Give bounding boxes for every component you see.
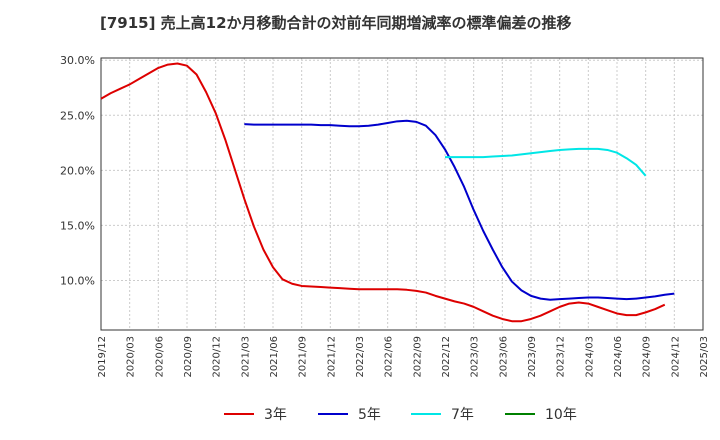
y-axis-ticks: 10.0% 15.0% 20.0% 25.0% 30.0% <box>60 54 95 287</box>
y-tick-label: 25.0% <box>60 109 95 122</box>
x-tick-label: 2020/09 <box>183 336 194 378</box>
legend-label-1: 3年 <box>264 407 287 423</box>
chart-title: [7915] 売上高12か月移動合計の対前年同期増減率の標準偏差の推移 <box>100 14 572 32</box>
x-tick-label: 2022/09 <box>412 336 423 378</box>
series-line-1 <box>100 62 666 323</box>
x-tick-label: 2021/12 <box>326 336 337 378</box>
legend-label-3: 7年 <box>451 407 474 423</box>
x-tick-label: 2021/06 <box>269 336 280 378</box>
y-tick-label: 20.0% <box>60 164 95 177</box>
y-tick-label: 30.0% <box>60 54 95 67</box>
x-tick-label: 2020/06 <box>154 336 165 378</box>
x-tick-label: 2022/12 <box>441 336 452 378</box>
x-tick-label: 2020/12 <box>212 336 223 378</box>
x-tick-label: 2024/12 <box>670 336 681 378</box>
legend-label-4: 10年 <box>545 407 577 423</box>
plot-frame <box>100 57 704 331</box>
x-tick-label: 2023/09 <box>527 336 538 378</box>
x-tick-label: 2024/09 <box>642 336 653 378</box>
series-line-3 <box>445 147 647 177</box>
x-tick-label: 2025/03 <box>699 336 710 378</box>
x-tick-label: 2021/03 <box>240 336 251 378</box>
x-tick-label: 2023/12 <box>556 336 567 378</box>
x-axis-ticks: 2019/12 2020/03 2020/06 2020/09 2020/12 2021/… <box>97 336 710 378</box>
x-tick-label: 2022/03 <box>355 336 366 378</box>
legend: 3年 5年 7年 10年 <box>224 407 577 423</box>
y-tick-label: 10.0% <box>60 274 95 287</box>
series-lines <box>100 62 675 323</box>
x-tick-label: 2021/09 <box>298 336 309 378</box>
grid-lines <box>101 58 703 330</box>
x-tick-label: 2023/06 <box>498 336 509 378</box>
x-tick-label: 2022/06 <box>384 336 395 378</box>
x-tick-label: 2024/06 <box>613 336 624 378</box>
x-tick-label: 2020/03 <box>126 336 137 378</box>
y-tick-label: 15.0% <box>60 219 95 232</box>
x-tick-label: 2024/03 <box>584 336 595 378</box>
x-tick-label: 2023/03 <box>470 336 481 378</box>
x-tick-label: 2019/12 <box>97 336 108 378</box>
legend-label-2: 5年 <box>358 407 381 423</box>
series-line-2 <box>244 119 675 301</box>
